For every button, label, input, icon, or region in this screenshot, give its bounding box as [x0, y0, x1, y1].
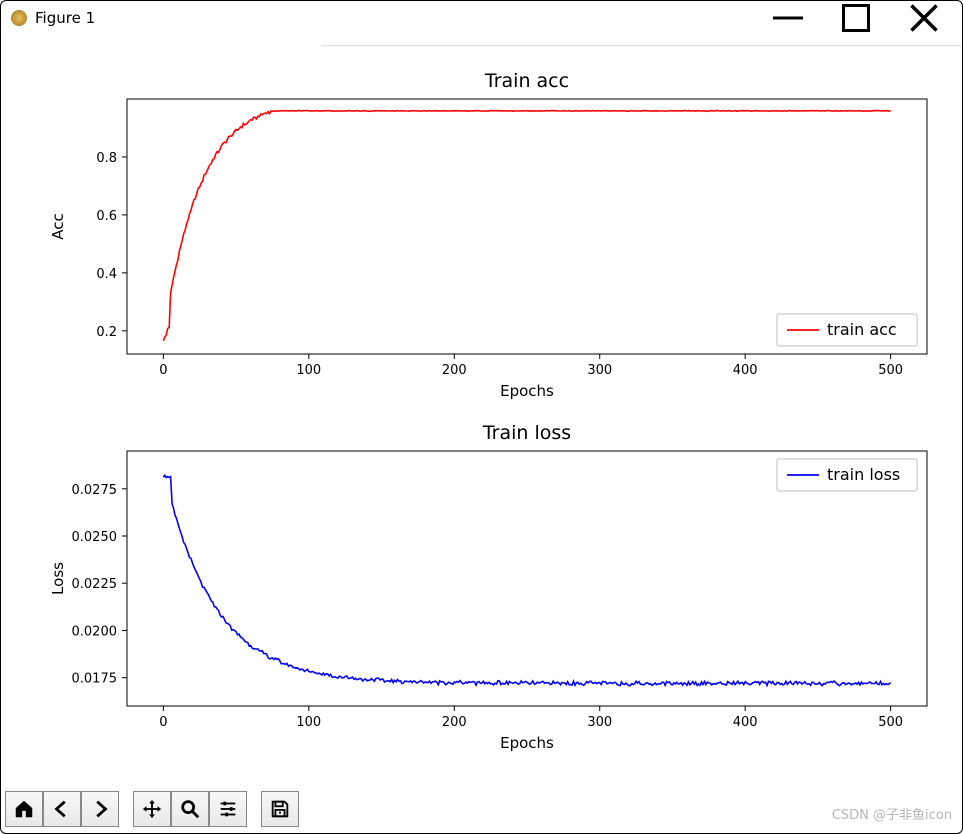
forward-button[interactable] [81, 791, 119, 827]
svg-text:0.0175: 0.0175 [72, 672, 118, 687]
zoom-button[interactable] [171, 791, 209, 827]
svg-text:Train acc: Train acc [484, 70, 569, 92]
svg-text:400: 400 [733, 363, 758, 378]
pan-button[interactable] [133, 791, 171, 827]
close-button[interactable] [904, 3, 944, 33]
figure-canvas: 0 100 200 300 400 500 0.2 0.4 0.6 0.8 Epochs Acc Tra… [1, 45, 962, 783]
window-title: Figure 1 [35, 9, 95, 27]
svg-text:0: 0 [159, 715, 167, 730]
svg-text:Loss: Loss [49, 562, 67, 595]
svg-text:Epochs: Epochs [500, 382, 554, 400]
svg-text:300: 300 [587, 363, 612, 378]
configure-button[interactable] [209, 791, 247, 827]
figure-window: Figure 1 0 100 200 300 400 500 0.2 0.4 0.6 0.8 Epo… [0, 0, 963, 834]
titlebar: Figure 1 [1, 1, 962, 35]
svg-text:500: 500 [878, 363, 903, 378]
svg-text:Epochs: Epochs [500, 734, 554, 752]
svg-text:0.8: 0.8 [96, 151, 117, 166]
svg-text:100: 100 [296, 715, 321, 730]
charts-svg: 0 100 200 300 400 500 0.2 0.4 0.6 0.8 Epochs Acc Tra… [1, 45, 963, 785]
svg-text:0.0200: 0.0200 [72, 624, 118, 639]
svg-text:400: 400 [733, 715, 758, 730]
matplotlib-toolbar [5, 789, 311, 829]
watermark-text: CSDN @子非鱼icon [832, 804, 952, 823]
svg-text:100: 100 [296, 363, 321, 378]
svg-text:200: 200 [442, 715, 467, 730]
save-button[interactable] [261, 791, 299, 827]
window-controls [768, 3, 952, 33]
back-button[interactable] [43, 791, 81, 827]
svg-text:300: 300 [587, 715, 612, 730]
svg-text:0.0250: 0.0250 [72, 530, 118, 545]
svg-text:0: 0 [159, 363, 167, 378]
svg-text:Acc: Acc [49, 213, 67, 240]
home-button[interactable] [5, 791, 43, 827]
svg-text:train acc: train acc [827, 320, 897, 339]
svg-text:200: 200 [442, 363, 467, 378]
svg-text:0.6: 0.6 [96, 209, 117, 224]
svg-text:0.2: 0.2 [96, 325, 117, 340]
maximize-button[interactable] [836, 3, 876, 33]
svg-text:0.0275: 0.0275 [72, 483, 118, 498]
svg-text:0.4: 0.4 [96, 267, 117, 282]
svg-text:Train loss: Train loss [482, 422, 571, 444]
minimize-button[interactable] [768, 3, 808, 33]
svg-text:500: 500 [878, 715, 903, 730]
svg-text:train loss: train loss [827, 465, 900, 484]
app-icon [11, 10, 27, 26]
svg-text:0.0225: 0.0225 [72, 577, 118, 592]
